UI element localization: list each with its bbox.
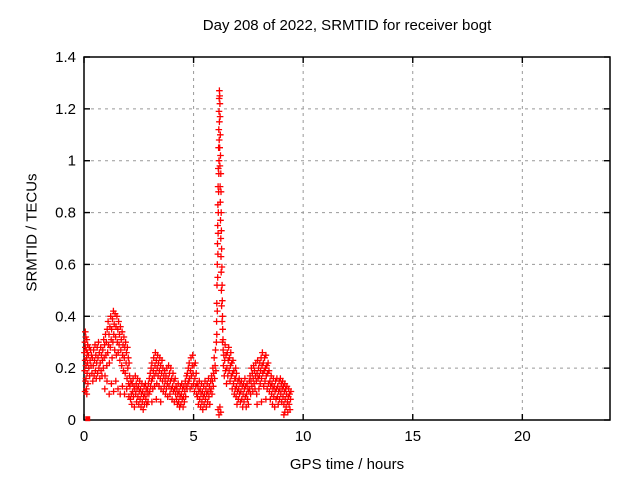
plot-border <box>83 56 611 421</box>
tick-labels: 0 5 10 15 20 0 0.2 0.4 0.6 0.8 1 1.2 1.4 <box>55 49 531 445</box>
x-tick-label: 10 <box>295 428 312 445</box>
chart-title: Day 208 of 2022, SRMTID for receiver bog… <box>202 17 492 34</box>
y-tick-label: 0.4 <box>55 308 76 325</box>
y-tick-label: 1.2 <box>55 101 76 118</box>
y-tick-label: 0.8 <box>55 205 76 222</box>
x-tick-label: 0 <box>80 428 88 445</box>
data-points <box>81 87 295 422</box>
square-marker <box>85 416 91 422</box>
y-tick-label: 0.2 <box>55 360 76 377</box>
x-axis-label: GPS time / hours <box>289 456 405 473</box>
x-tick-label: 5 <box>189 428 197 445</box>
x-tick-label: 20 <box>514 428 531 445</box>
gridlines <box>84 57 610 420</box>
y-tick-label: 0 <box>68 412 76 429</box>
y-tick-label: 1.4 <box>55 49 76 66</box>
y-tick-label: 1 <box>68 153 76 170</box>
x-tick-label: 15 <box>404 428 421 445</box>
y-tick-label: 0.6 <box>55 256 76 273</box>
scatter-points-srmtid <box>81 87 295 419</box>
axis-ticks <box>83 56 610 421</box>
